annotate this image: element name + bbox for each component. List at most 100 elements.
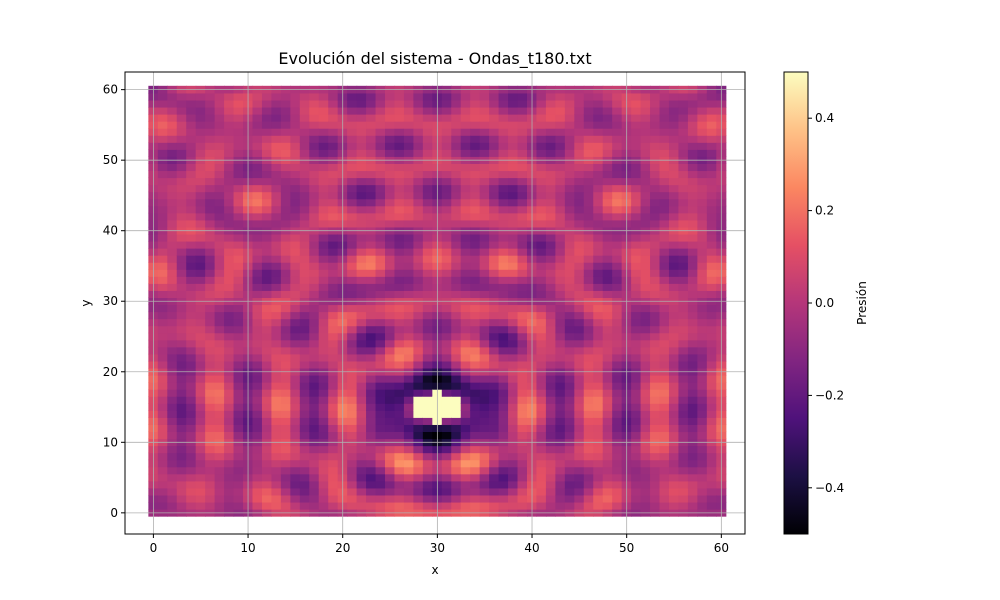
heatmap-cell <box>394 353 405 362</box>
heatmap-cell <box>631 149 642 157</box>
heatmap-cell <box>470 99 481 108</box>
heatmap-cell <box>356 339 367 348</box>
heatmap-cell <box>602 353 613 362</box>
heatmap-cell <box>583 459 594 468</box>
heatmap-cell <box>508 149 519 157</box>
heatmap-cell <box>650 233 661 242</box>
heatmap-cell <box>347 106 358 115</box>
heatmap-cell <box>451 325 462 334</box>
heatmap-cell <box>508 142 519 150</box>
heatmap-cell <box>687 92 698 101</box>
heatmap-cell <box>356 283 367 291</box>
heatmap-cell <box>555 325 566 334</box>
heatmap-cell <box>470 318 481 327</box>
heatmap-cell <box>328 184 339 193</box>
heatmap-cell <box>470 487 481 496</box>
heatmap-cell <box>224 149 235 157</box>
heatmap-cell <box>394 360 405 369</box>
heatmap-cell <box>366 163 377 172</box>
heatmap-cell <box>413 410 424 418</box>
heatmap-cell <box>214 501 225 510</box>
heatmap-cell <box>224 487 235 496</box>
heatmap-cell <box>328 332 339 341</box>
heatmap-cell <box>574 473 585 482</box>
heatmap-cell <box>205 240 216 249</box>
heatmap-cell <box>470 205 481 214</box>
heatmap-cell <box>394 163 405 172</box>
heatmap-cell <box>385 219 396 228</box>
heatmap-cell <box>678 262 689 270</box>
heatmap-cell <box>347 142 358 150</box>
heatmap-cell <box>668 149 680 157</box>
heatmap-cell <box>280 92 291 101</box>
heatmap-cell <box>650 311 661 320</box>
heatmap-cell <box>290 346 301 355</box>
heatmap-cell <box>612 212 623 221</box>
heatmap-cell <box>479 431 490 440</box>
heatmap-cell <box>280 99 291 108</box>
heatmap-cell <box>536 99 547 108</box>
heatmap-cell <box>555 431 566 440</box>
heatmap-cell <box>659 170 670 179</box>
heatmap-cell <box>517 396 528 404</box>
heatmap-cell <box>394 283 405 291</box>
heatmap-cell <box>470 473 481 482</box>
heatmap-cell <box>290 473 301 482</box>
heatmap-cell <box>706 466 717 475</box>
heatmap-cell <box>574 149 585 157</box>
heatmap-cell <box>602 240 613 249</box>
heatmap-cell <box>706 191 717 200</box>
heatmap-cell <box>631 205 642 214</box>
heatmap-cell <box>470 269 481 277</box>
heatmap-cell <box>706 198 717 207</box>
heatmap-cell <box>167 417 178 425</box>
heatmap-cell <box>214 332 225 341</box>
heatmap-cell <box>451 99 462 108</box>
heatmap-cell <box>564 219 575 228</box>
heatmap-cell <box>347 170 358 179</box>
heatmap-cell <box>271 170 282 179</box>
heatmap-cell <box>205 177 216 186</box>
heatmap-cell <box>157 487 168 496</box>
heatmap-cell <box>555 480 566 489</box>
heatmap-cell <box>366 205 377 214</box>
heatmap-cell <box>252 255 263 263</box>
heatmap-cell <box>678 431 689 440</box>
heatmap-cell <box>224 332 235 341</box>
heatmap-cell <box>214 325 225 334</box>
heatmap-cell <box>309 311 320 320</box>
heatmap-cell <box>650 403 661 411</box>
heatmap-cell <box>290 219 301 228</box>
heatmap-cell <box>659 135 670 143</box>
heatmap-cell <box>460 424 471 433</box>
heatmap-cell <box>233 170 244 179</box>
heatmap-cell <box>195 177 206 186</box>
heatmap-cell <box>650 487 661 496</box>
heatmap-cell <box>356 417 367 425</box>
heatmap-cell <box>385 114 396 122</box>
heatmap-cell <box>668 99 680 108</box>
heatmap-cell <box>498 135 509 143</box>
heatmap-cell <box>347 339 358 348</box>
heatmap-cell <box>252 487 263 496</box>
heatmap-cell <box>167 339 178 348</box>
heatmap-cell <box>489 318 500 327</box>
heatmap-cell <box>508 375 519 383</box>
heatmap-cell <box>375 339 386 348</box>
heatmap-cell <box>176 318 187 327</box>
heatmap-cell <box>460 92 471 101</box>
heatmap-cell <box>318 114 329 122</box>
heatmap-cell <box>583 290 594 299</box>
heatmap-cell <box>612 92 623 101</box>
heatmap-cell <box>224 473 235 482</box>
heatmap-cell <box>328 163 339 172</box>
heatmap-cell <box>366 332 377 341</box>
heatmap-cell <box>489 283 500 291</box>
heatmap-cell <box>489 177 500 186</box>
heatmap-cell <box>489 311 500 320</box>
heatmap-cell <box>668 269 680 277</box>
heatmap-cell <box>498 353 509 362</box>
heatmap-cell <box>176 262 187 270</box>
heatmap-cell <box>422 466 433 475</box>
